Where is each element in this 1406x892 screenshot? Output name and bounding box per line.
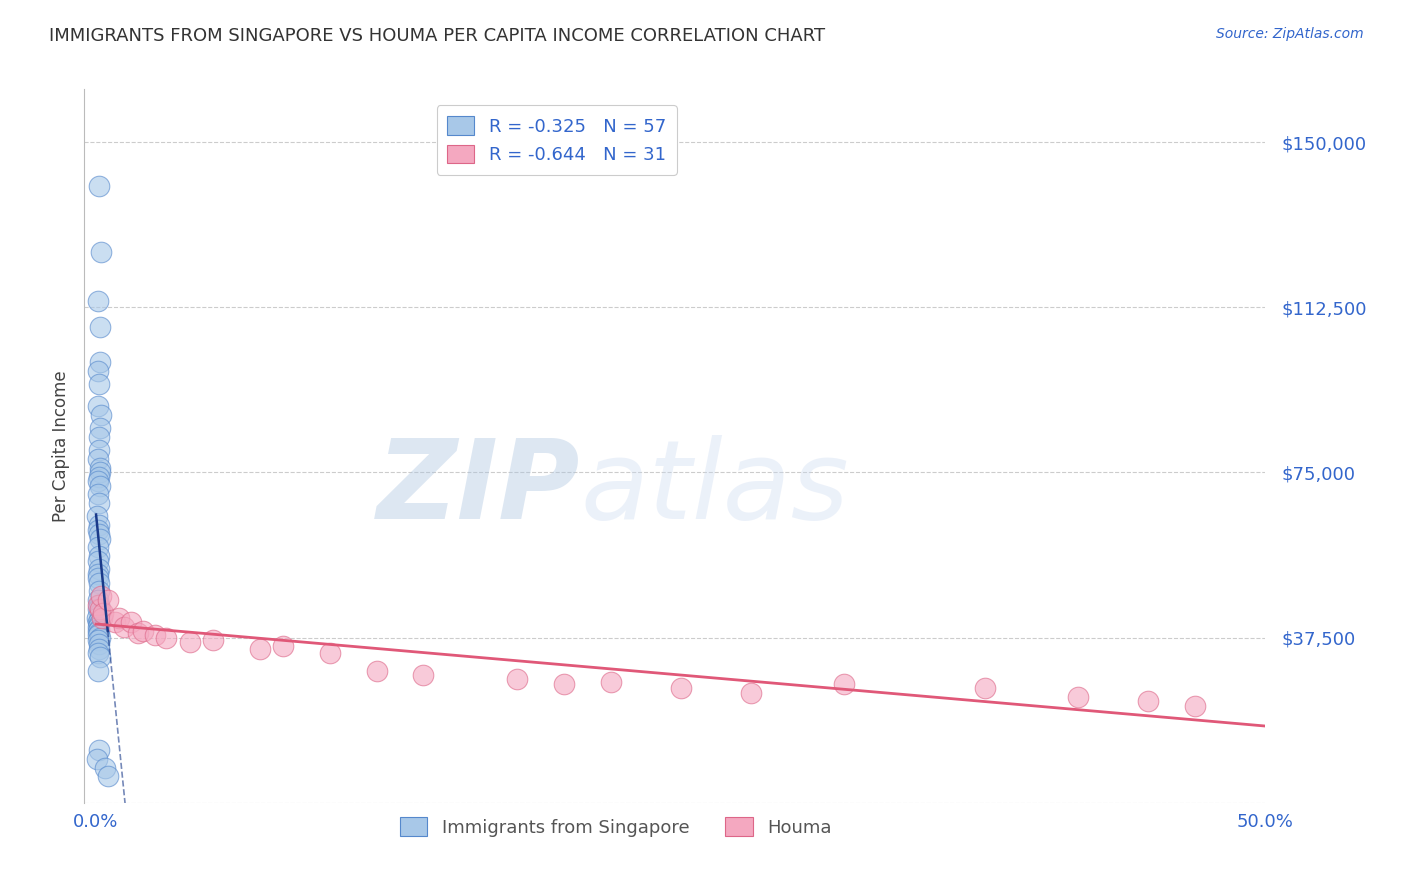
Point [366, 664, 388, 678]
Point [89, 421, 111, 435]
Point [112, 619, 135, 633]
Text: IMMIGRANTS FROM SINGAPORE VS HOUMA PER CAPITA INCOME CORRELATION CHART: IMMIGRANTS FROM SINGAPORE VS HOUMA PER C… [49, 27, 825, 45]
Point [89, 518, 111, 533]
Point [89, 607, 111, 621]
Point [87, 743, 110, 757]
Point [87, 593, 110, 607]
Point [90, 611, 112, 625]
Point [89, 466, 111, 480]
Point [91, 607, 114, 621]
Point [104, 615, 127, 630]
Point [87, 470, 110, 484]
Point [86, 566, 108, 581]
Point [87, 575, 110, 590]
Point [89, 532, 111, 546]
Point [179, 635, 201, 649]
Point [87, 553, 110, 567]
Text: Source: ZipAtlas.com: Source: ZipAtlas.com [1216, 27, 1364, 41]
Text: atlas: atlas [581, 435, 849, 542]
Point [87, 615, 110, 630]
Point [87, 617, 110, 632]
Point [89, 622, 111, 636]
Point [87, 602, 110, 616]
Point [89, 650, 111, 665]
Point [87, 664, 110, 678]
Point [319, 646, 342, 660]
Point [87, 626, 110, 640]
Point [87, 541, 110, 555]
Point [89, 584, 111, 599]
Point [120, 615, 142, 630]
Point [87, 475, 110, 489]
Point [87, 624, 110, 638]
Point [89, 320, 111, 334]
Point [87, 646, 110, 660]
Point [87, 571, 110, 585]
Point [90, 589, 112, 603]
Point [87, 487, 110, 501]
Point [87, 641, 110, 656]
Point [87, 527, 110, 541]
Point [108, 611, 131, 625]
Point [89, 377, 111, 392]
Point [87, 619, 110, 633]
Point [127, 626, 149, 640]
Point [87, 179, 110, 194]
Point [86, 752, 108, 766]
Point [87, 523, 110, 537]
Text: ZIP: ZIP [377, 435, 581, 542]
Point [89, 355, 111, 369]
Point [973, 681, 995, 696]
Point [86, 628, 108, 642]
Point [89, 461, 111, 475]
Point [87, 364, 110, 378]
Point [87, 598, 110, 612]
Legend: Immigrants from Singapore, Houma: Immigrants from Singapore, Houma [392, 810, 839, 844]
Point [86, 452, 108, 467]
Point [87, 562, 110, 576]
Point [506, 673, 529, 687]
Point [89, 631, 111, 645]
Point [87, 430, 110, 444]
Point [87, 293, 110, 308]
Point [1137, 694, 1160, 708]
Point [87, 400, 110, 414]
Point [97, 769, 120, 783]
Point [834, 677, 856, 691]
Point [87, 632, 110, 647]
Point [97, 593, 120, 607]
Point [249, 641, 271, 656]
Point [87, 496, 110, 510]
Point [412, 668, 434, 682]
Point [87, 549, 110, 563]
Point [86, 509, 108, 524]
Y-axis label: Per Capita Income: Per Capita Income [52, 370, 70, 522]
Point [87, 637, 110, 651]
Point [89, 602, 111, 616]
Point [669, 681, 692, 696]
Point [90, 408, 112, 422]
Point [155, 631, 177, 645]
Point [553, 677, 575, 691]
Point [143, 628, 166, 642]
Point [201, 632, 224, 647]
Point [87, 598, 110, 612]
Point [599, 674, 621, 689]
Point [1184, 698, 1206, 713]
Point [271, 640, 294, 654]
Point [90, 245, 112, 260]
Point [94, 760, 117, 774]
Point [89, 478, 111, 492]
Point [740, 686, 762, 700]
Point [1067, 690, 1090, 704]
Point [132, 624, 155, 638]
Point [86, 611, 108, 625]
Point [87, 613, 110, 627]
Point [87, 443, 110, 458]
